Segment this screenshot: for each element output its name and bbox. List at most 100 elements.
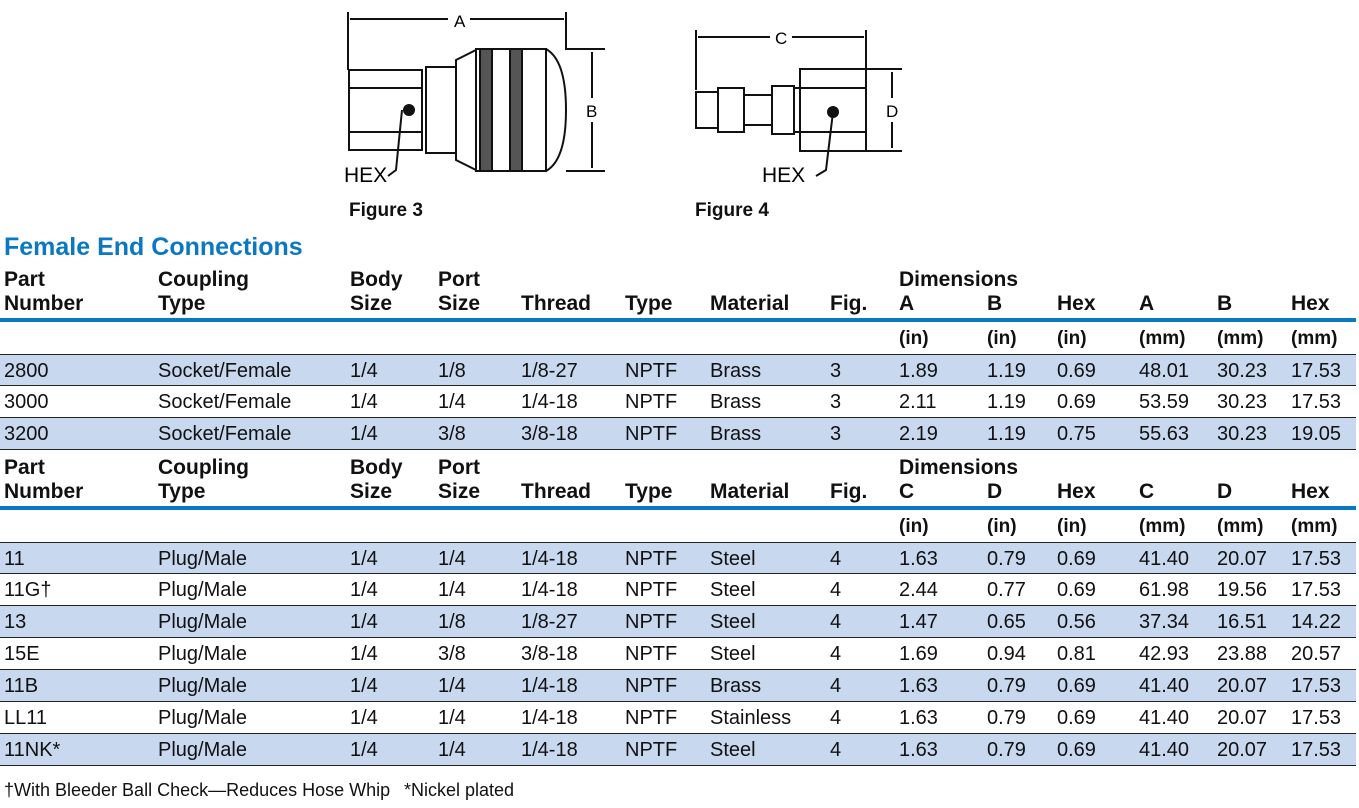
table-cell: NPTF	[625, 548, 678, 570]
column-header: A	[1139, 292, 1155, 315]
table-row: 3000 Socket/Female 1/4 1/4 1/4-18 NPTF Brass 3 2…	[0, 386, 1356, 418]
table-cell: 20.07	[1217, 548, 1268, 570]
table-cell: 1/4-18	[521, 548, 578, 570]
table-cell: 1.19	[987, 360, 1026, 382]
table-cell: 30.23	[1217, 391, 1268, 413]
table-cell: Brass	[710, 423, 762, 445]
dim-c-label: C	[775, 29, 787, 48]
table-cell: 1/8	[438, 360, 466, 382]
unit-label: (in)	[899, 328, 929, 349]
table-cell: Steel	[710, 548, 756, 570]
table-row: 3200 Socket/Female 1/4 3/8 3/8-18 NPTF Brass 3 2…	[0, 418, 1356, 450]
table-cell: 0.79	[987, 675, 1026, 697]
table-cell: 41.40	[1139, 707, 1190, 729]
column-header: D	[987, 480, 1003, 503]
table-cell: 17.53	[1291, 675, 1342, 697]
table-cell: Plug/Male	[158, 548, 247, 570]
column-header: Body Size	[350, 456, 403, 503]
table-cell: Plug/Male	[158, 611, 247, 633]
figure-4-drawing	[695, 30, 902, 177]
table-cell: 0.75	[1057, 423, 1096, 445]
table-cell: 0.69	[1057, 675, 1096, 697]
table-cell: Plug/Male	[158, 707, 247, 729]
table-cell: 0.77	[987, 579, 1026, 601]
table-row: 2800 Socket/Female 1/4 1/8 1/8-27 NPTF Brass 3 1…	[0, 354, 1356, 386]
table-cell: Socket/Female	[158, 360, 292, 382]
table-cell: 17.53	[1291, 360, 1342, 382]
column-header: C	[1139, 480, 1155, 503]
figure-4-hex-label: HEX	[762, 164, 805, 187]
table-cell: 0.79	[987, 739, 1026, 761]
table-cell: 3000	[4, 391, 49, 413]
table-cell: 4	[830, 579, 842, 601]
table-cell: 30.23	[1217, 423, 1268, 445]
table-cell: 1/4	[350, 739, 378, 761]
table-cell: 3/8-18	[521, 423, 578, 445]
table-cell: 3	[830, 423, 842, 445]
table-cell: 42.93	[1139, 643, 1190, 665]
table-cell: 2.44	[899, 579, 938, 601]
table-cell: 4	[830, 643, 842, 665]
units-row: (in) (in) (in) (mm) (mm) (mm)	[0, 512, 1359, 540]
table-cell: 20.07	[1217, 675, 1268, 697]
table-cell: 1/4-18	[521, 579, 578, 601]
table-row: 15E Plug/Male 1/4 3/8 3/8-18 NPTF Steel 4 1.69 0.…	[0, 638, 1356, 670]
table-cell: 30.23	[1217, 360, 1268, 382]
table-cell: 1/4-18	[521, 739, 578, 761]
unit-label: (mm)	[1217, 328, 1264, 349]
column-header: Port Size	[438, 268, 481, 315]
table-cell: 13	[4, 611, 27, 633]
table-cell: 61.98	[1139, 579, 1190, 601]
table-cell: Brass	[710, 391, 762, 413]
table-cell: 1/4-18	[521, 391, 578, 413]
table-cell: 1.63	[899, 548, 938, 570]
table-cell: Stainless	[710, 707, 792, 729]
column-header: Part Number	[4, 456, 84, 503]
table-cell: 19.05	[1291, 423, 1342, 445]
table-cell: 3/8	[438, 423, 466, 445]
table-cell: Steel	[710, 579, 756, 601]
column-header: Material	[710, 292, 790, 315]
coupling-drawings: HEX A B HEX C D	[344, 12, 902, 187]
table-cell: 3/8	[438, 643, 466, 665]
table-row: 13 Plug/Male 1/4 1/8 1/8-27 NPTF Steel 4 1.47 0.6…	[0, 606, 1356, 638]
figure-3-caption: Figure 3	[349, 200, 423, 221]
table-cell: 37.34	[1139, 611, 1190, 633]
table-cell: 11NK*	[4, 739, 61, 761]
table-row: LL11 Plug/Male 1/4 1/4 1/4-18 NPTF Stainless 4 1…	[0, 702, 1356, 734]
table-cell: Steel	[710, 643, 756, 665]
column-header: D	[1217, 480, 1233, 503]
table-cell: 1/4	[350, 579, 378, 601]
table-cell: 1.63	[899, 675, 938, 697]
table-cell: Brass	[710, 360, 762, 382]
table-cell: 0.81	[1057, 643, 1096, 665]
header-divider	[0, 318, 1356, 322]
table-cell: 20.57	[1291, 643, 1342, 665]
table-cell: 3200	[4, 423, 49, 445]
table-cell: Plug/Male	[158, 675, 247, 697]
column-header: Fig.	[830, 292, 868, 315]
section-title: Female End Connections	[4, 233, 303, 261]
table-cell: 53.59	[1139, 391, 1190, 413]
table-cell: 1/4	[350, 611, 378, 633]
table-cell: NPTF	[625, 579, 678, 601]
column-header: Hex	[1057, 480, 1096, 503]
column-header: Port Size	[438, 456, 481, 503]
column-header: Fig.	[830, 480, 868, 503]
table-cell: 3/8-18	[521, 643, 578, 665]
column-header: Type	[625, 480, 673, 503]
header-divider	[0, 506, 1356, 510]
table-row: 11NK* Plug/Male 1/4 1/4 1/4-18 NPTF Steel 4 1.63…	[0, 734, 1356, 766]
column-header: Material	[710, 480, 790, 503]
table-cell: 3	[830, 360, 842, 382]
table-cell: 48.01	[1139, 360, 1190, 382]
table-cell: 1/4	[350, 707, 378, 729]
table-cell: 1/4	[350, 643, 378, 665]
column-header: Hex	[1291, 292, 1330, 315]
table-cell: Plug/Male	[158, 739, 247, 761]
table-cell: 2.11	[899, 391, 937, 413]
table-cell: 1/4	[438, 548, 466, 570]
column-header: Part Number	[4, 268, 84, 315]
table-cell: 11	[4, 548, 25, 570]
table-cell: 41.40	[1139, 675, 1190, 697]
